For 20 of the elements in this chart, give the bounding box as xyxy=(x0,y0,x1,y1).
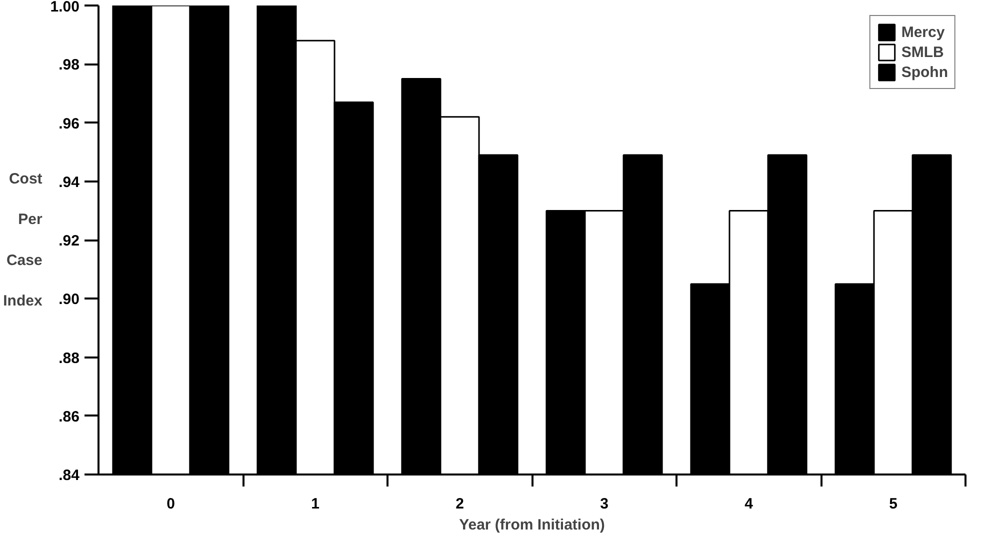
x-tick-label: 1 xyxy=(311,496,320,512)
x-tick-label: 4 xyxy=(744,496,754,512)
y-tick-label: .94 xyxy=(58,174,80,191)
y-tick-label: .88 xyxy=(58,350,80,367)
text: Cost Per Case Index xyxy=(3,170,42,310)
x-tick-label: 5 xyxy=(889,496,898,512)
y-tick-label: .96 xyxy=(58,115,80,132)
legend-label: Spohn xyxy=(901,64,948,80)
x-axis-title: Year (from Initiation) xyxy=(459,516,605,534)
y-tick-label: .90 xyxy=(58,291,80,308)
y-tick-label: .86 xyxy=(58,408,80,426)
y-tick-label: 1.00 xyxy=(50,0,80,16)
y-tick-label: .98 xyxy=(58,56,80,74)
legend-label: SMLB xyxy=(901,44,944,60)
y-tick-label: .84 xyxy=(58,467,80,484)
y-tick-label: .92 xyxy=(58,232,80,250)
legend-label: Mercy xyxy=(901,24,945,40)
x-tick-label: 3 xyxy=(600,496,608,512)
x-tick-label: 2 xyxy=(456,496,464,512)
x-tick-label: 0 xyxy=(166,496,175,512)
